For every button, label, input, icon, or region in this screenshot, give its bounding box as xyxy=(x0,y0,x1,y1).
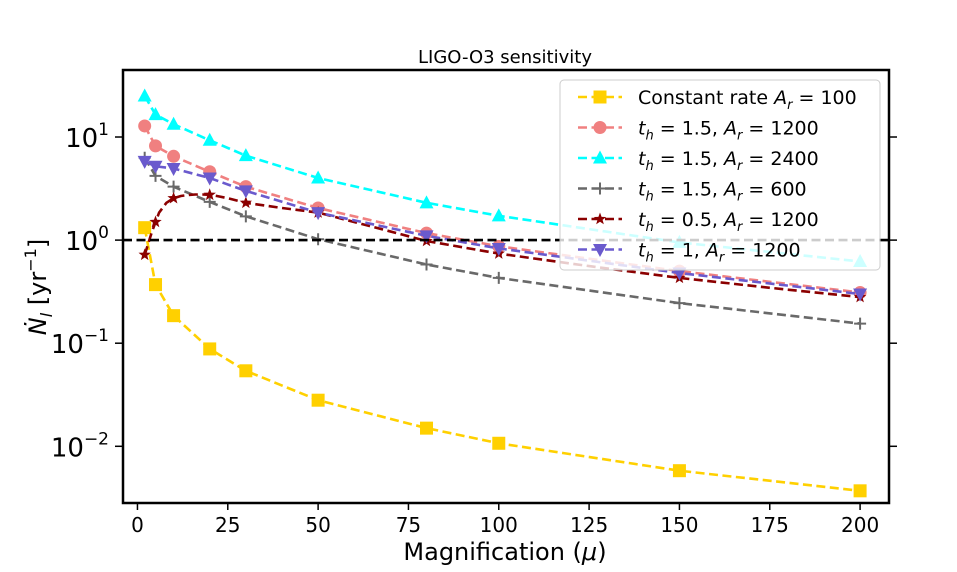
svg-text:Ṅl [yr−1]: Ṅl [yr−1] xyxy=(21,239,56,335)
data-point-3-8 xyxy=(673,297,686,310)
x-tick-label: 150 xyxy=(660,513,698,537)
chart-title: LIGO-O3 sensitivity xyxy=(418,47,592,68)
data-point-5-5 xyxy=(311,207,326,221)
data-point-2-5 xyxy=(311,170,326,184)
y-tick-label: 10−1 xyxy=(51,326,109,360)
legend-label-5: th = 1, Ar = 1200 xyxy=(638,240,801,266)
data-point-5-7 xyxy=(491,242,506,256)
data-point-4-3 xyxy=(203,188,216,201)
series-line-5 xyxy=(144,160,861,296)
y-tick-label: 101 xyxy=(65,120,109,154)
data-point-5-8 xyxy=(672,267,687,281)
data-point-0-5 xyxy=(311,393,325,407)
data-point-0-2 xyxy=(167,309,181,323)
x-tick-label: 125 xyxy=(570,513,608,537)
series-line-2 xyxy=(143,95,861,263)
x-tick-label: 25 xyxy=(215,513,240,537)
legend-label-2: th = 1.5, Ar = 2400 xyxy=(638,148,819,174)
data-point-2-7 xyxy=(491,208,506,222)
data-point-2-1 xyxy=(148,107,163,121)
data-point-4-1 xyxy=(149,215,162,228)
data-point-5-2 xyxy=(166,162,181,176)
legend-marker-1 xyxy=(593,121,607,134)
data-point-2-4 xyxy=(238,148,253,162)
x-tick-label: 50 xyxy=(305,513,330,537)
data-point-1-1 xyxy=(149,139,163,153)
y-axis-label: Ṅl [yr−1] xyxy=(21,239,56,335)
data-point-2-3 xyxy=(202,132,217,146)
y-tick-label: 10−2 xyxy=(51,429,109,463)
data-point-0-3 xyxy=(203,342,217,356)
x-axis-label: Magnification (μ) xyxy=(403,538,606,566)
data-point-1-0 xyxy=(138,119,152,133)
axis-ticks: 0 25 50 75 100 125 150 175 200 101 100 10−1 10−2 xyxy=(51,120,897,537)
data-point-4-4 xyxy=(239,196,253,209)
data-point-3-9 xyxy=(854,317,867,330)
data-point-5-4 xyxy=(238,185,253,199)
legend-marker-5 xyxy=(593,244,607,257)
data-point-3-2 xyxy=(167,180,180,193)
x-tick-label: 175 xyxy=(751,513,789,537)
legend-marker-4 xyxy=(593,212,607,225)
legend-marker-2 xyxy=(593,150,607,164)
data-point-0-4 xyxy=(239,364,253,378)
data-point-5-6 xyxy=(419,230,434,244)
data-point-2-2 xyxy=(166,116,181,130)
x-tick-label: 100 xyxy=(480,513,518,537)
x-tick-label: 0 xyxy=(131,513,144,537)
series-line-3 xyxy=(143,157,861,325)
data-point-0-9 xyxy=(853,484,867,498)
data-point-5-0 xyxy=(137,155,152,169)
data-point-1-2 xyxy=(167,149,181,163)
data-point-4-0 xyxy=(138,248,151,261)
legend-label-4: th = 0.5, Ar = 1200 xyxy=(638,209,819,235)
legend-marker-3 xyxy=(594,182,606,195)
legend-label-1: th = 1.5, Ar = 1200 xyxy=(638,118,819,144)
data-point-0-6 xyxy=(420,421,434,435)
y-tick-label: 100 xyxy=(65,223,109,257)
data-point-2-0 xyxy=(137,88,152,102)
legend: Constant rate Ar = 100 th = 1.5, Ar = 120… xyxy=(559,79,881,271)
legend-box xyxy=(559,79,881,271)
series-line-4 xyxy=(143,193,861,299)
legend-label-0: Constant rate Ar = 100 xyxy=(638,87,857,113)
data-point-5-1 xyxy=(148,160,163,174)
data-point-2-6 xyxy=(419,195,434,209)
data-point-3-3 xyxy=(203,195,216,208)
data-point-0-7 xyxy=(492,436,506,450)
data-point-0-0 xyxy=(138,221,152,235)
x-tick-label: 200 xyxy=(841,513,879,537)
data-point-3-6 xyxy=(420,258,433,271)
data-point-4-2 xyxy=(167,191,180,204)
data-point-5-3 xyxy=(202,172,217,186)
data-point-3-7 xyxy=(492,271,505,284)
x-tick-label: 75 xyxy=(396,513,421,537)
legend-marker-0 xyxy=(593,90,607,104)
legend-label-3: th = 1.5, Ar = 600 xyxy=(638,179,807,205)
axes-frame xyxy=(121,68,891,505)
data-point-0-8 xyxy=(672,464,686,478)
series-line-0 xyxy=(143,227,861,493)
data-point-3-4 xyxy=(239,210,252,223)
data-point-0-1 xyxy=(149,278,163,292)
data-point-5-9 xyxy=(853,288,868,302)
